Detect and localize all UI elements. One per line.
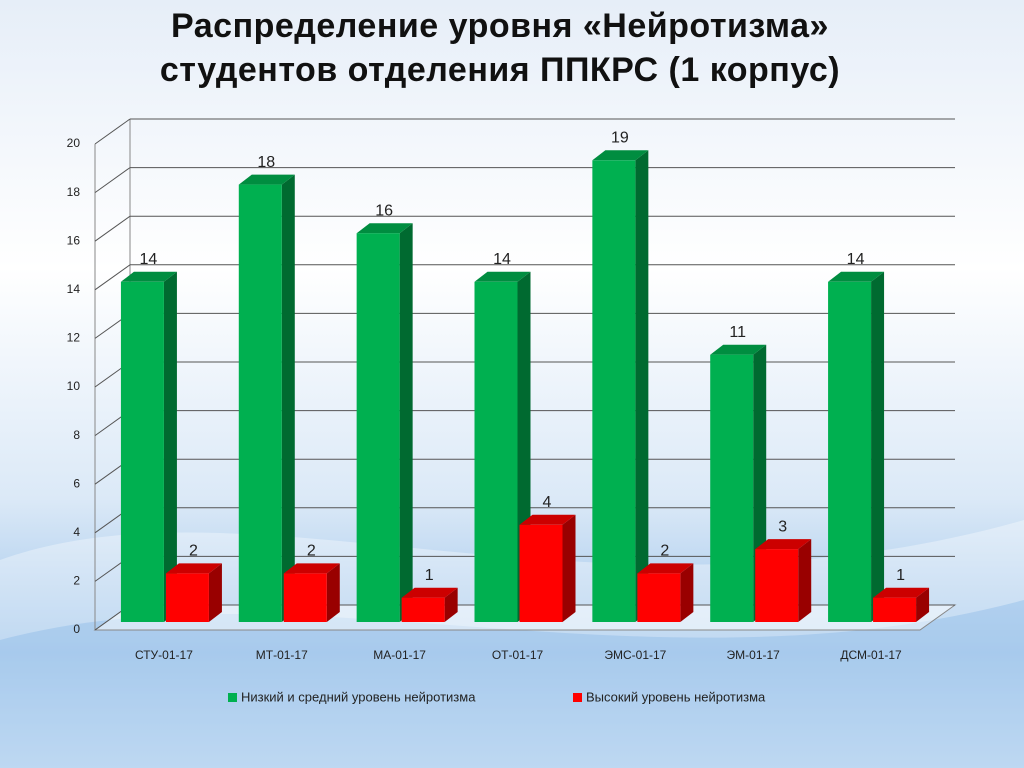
value-label: 2 (307, 543, 316, 560)
bar-side (562, 514, 576, 622)
y-tick-label: 16 (67, 233, 81, 247)
x-tick-label: СТУ-01-17 (135, 648, 193, 662)
bar-side (871, 271, 885, 622)
x-tick-label: ДСМ-01-17 (840, 648, 902, 662)
legend-swatch (228, 693, 237, 702)
bar-top (637, 563, 694, 574)
bar (592, 160, 636, 623)
bar-top (120, 271, 177, 282)
y-tick-label: 6 (73, 476, 80, 490)
value-label: 14 (847, 251, 865, 268)
bar (637, 573, 681, 622)
bar (165, 573, 209, 622)
bar (283, 573, 327, 622)
value-label: 14 (140, 251, 158, 268)
y-tick-label: 2 (73, 574, 80, 588)
legend-label: Высокий уровень нейротизма (586, 689, 766, 704)
bar-side (916, 587, 930, 622)
bar (474, 281, 518, 622)
legend-label: Низкий и средний уровень нейротизма (241, 689, 476, 704)
bar (755, 549, 799, 622)
x-tick-label: ЭМС-01-17 (604, 648, 666, 662)
bar-top (755, 539, 812, 550)
value-label: 19 (611, 130, 629, 147)
y-tick-label: 8 (73, 428, 80, 442)
x-tick-label: МА-01-17 (373, 648, 426, 662)
bar-side (798, 539, 812, 622)
bar-top (283, 563, 340, 574)
bar (401, 597, 445, 622)
bar-side (399, 223, 413, 622)
grid-line-side (94, 118, 131, 145)
bar-top (873, 587, 930, 598)
value-label: 2 (660, 543, 669, 560)
value-label: 1 (896, 567, 905, 584)
grid-line-side (94, 215, 131, 242)
y-tick-label: 18 (67, 185, 81, 199)
bar-side (326, 563, 340, 622)
y-tick-label: 4 (73, 525, 80, 539)
bar (519, 524, 563, 622)
background-wave (0, 600, 1024, 768)
bar-side (444, 587, 458, 622)
value-label: 3 (778, 518, 787, 535)
y-tick-label: 12 (67, 331, 81, 345)
y-tick-label: 14 (67, 282, 81, 296)
bar (873, 597, 917, 622)
bar-side (281, 174, 295, 622)
grid-line-side (94, 264, 131, 291)
bar-side (163, 271, 177, 622)
bar-top (165, 563, 222, 574)
y-tick-label: 20 (67, 136, 81, 150)
x-tick-label: МТ-01-17 (256, 648, 308, 662)
legend-swatch (573, 693, 582, 702)
bar-top (592, 150, 649, 161)
value-label: 1 (425, 567, 434, 584)
bar-top (238, 174, 295, 185)
y-tick-label: 10 (67, 379, 81, 393)
value-label: 14 (493, 251, 511, 268)
bar (828, 281, 872, 622)
bar-top (356, 223, 413, 234)
value-label: 18 (257, 154, 275, 171)
value-label: 4 (543, 494, 552, 511)
bar (238, 184, 282, 622)
bar-side (208, 563, 222, 622)
grid-line-side (94, 167, 131, 194)
value-label: 16 (375, 202, 393, 219)
bar-side (680, 563, 694, 622)
bar-top (474, 271, 531, 282)
bar-side (635, 150, 649, 623)
bar (120, 281, 164, 622)
value-label: 2 (189, 543, 198, 560)
bar-top (401, 587, 458, 598)
bar-top (519, 514, 576, 525)
x-tick-label: ЭМ-01-17 (727, 648, 781, 662)
bar (356, 233, 400, 622)
value-label: 11 (729, 324, 746, 341)
bar (710, 354, 754, 622)
bar-top (710, 344, 767, 355)
chart-title: Распределение уровня «Нейротизма» студен… (159, 7, 841, 89)
x-tick-label: ОТ-01-17 (492, 648, 544, 662)
bar-top (828, 271, 885, 282)
y-tick-label: 0 (73, 622, 80, 636)
